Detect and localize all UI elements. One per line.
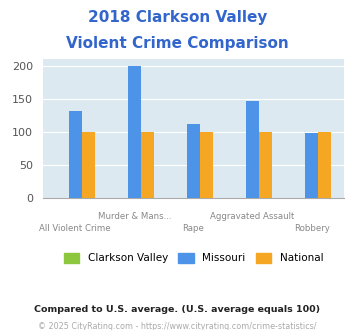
Bar xyxy=(200,132,213,198)
Text: Murder & Mans...: Murder & Mans... xyxy=(98,212,171,221)
Bar xyxy=(141,132,154,198)
Bar xyxy=(69,111,82,198)
Text: 2018 Clarkson Valley: 2018 Clarkson Valley xyxy=(88,10,267,25)
Text: Rape: Rape xyxy=(182,224,204,233)
Bar xyxy=(82,132,95,198)
Text: Compared to U.S. average. (U.S. average equals 100): Compared to U.S. average. (U.S. average … xyxy=(34,305,321,314)
Text: © 2025 CityRating.com - https://www.cityrating.com/crime-statistics/: © 2025 CityRating.com - https://www.city… xyxy=(38,322,317,330)
Legend: Clarkson Valley, Missouri, National: Clarkson Valley, Missouri, National xyxy=(59,249,328,268)
Text: Violent Crime Comparison: Violent Crime Comparison xyxy=(66,36,289,51)
Text: All Violent Crime: All Violent Crime xyxy=(39,224,111,233)
Bar xyxy=(246,101,259,198)
Bar xyxy=(187,124,200,198)
Bar xyxy=(318,132,331,198)
Bar xyxy=(259,132,272,198)
Bar xyxy=(128,66,141,198)
Text: Robbery: Robbery xyxy=(294,224,330,233)
Text: Aggravated Assault: Aggravated Assault xyxy=(211,212,295,221)
Bar xyxy=(305,133,318,198)
